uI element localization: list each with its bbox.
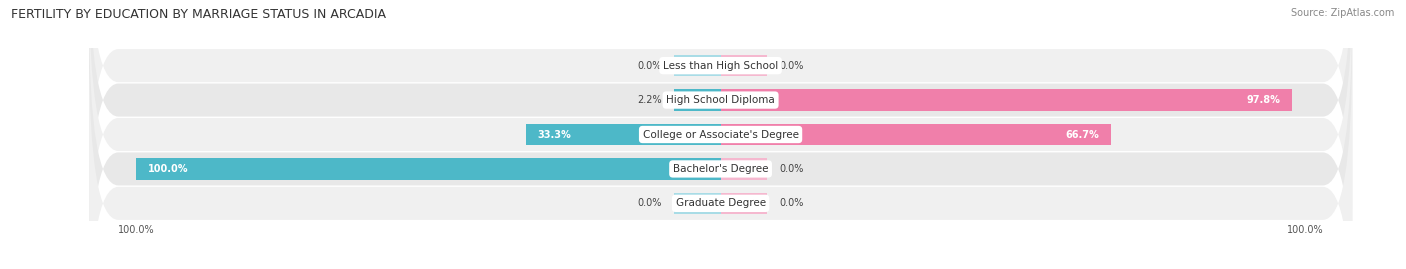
Bar xyxy=(673,193,721,214)
FancyBboxPatch shape xyxy=(89,48,1353,269)
FancyBboxPatch shape xyxy=(89,0,1353,269)
Bar xyxy=(526,124,721,145)
Bar xyxy=(721,55,768,76)
FancyBboxPatch shape xyxy=(89,0,1353,256)
Text: Source: ZipAtlas.com: Source: ZipAtlas.com xyxy=(1291,8,1395,18)
Text: 66.7%: 66.7% xyxy=(1066,129,1099,140)
Bar xyxy=(721,89,1292,111)
Text: College or Associate's Degree: College or Associate's Degree xyxy=(643,129,799,140)
Text: 0.0%: 0.0% xyxy=(638,198,662,208)
Text: Bachelor's Degree: Bachelor's Degree xyxy=(673,164,768,174)
Text: 0.0%: 0.0% xyxy=(779,61,803,71)
Text: FERTILITY BY EDUCATION BY MARRIAGE STATUS IN ARCADIA: FERTILITY BY EDUCATION BY MARRIAGE STATU… xyxy=(11,8,387,21)
Bar xyxy=(673,55,721,76)
Text: 0.0%: 0.0% xyxy=(638,61,662,71)
Text: Graduate Degree: Graduate Degree xyxy=(675,198,766,208)
Bar xyxy=(721,124,1111,145)
Text: 100.0%: 100.0% xyxy=(148,164,188,174)
Bar xyxy=(721,193,768,214)
Text: 0.0%: 0.0% xyxy=(779,164,803,174)
Bar xyxy=(136,158,721,180)
Text: High School Diploma: High School Diploma xyxy=(666,95,775,105)
Bar xyxy=(721,158,768,180)
Text: 0.0%: 0.0% xyxy=(779,198,803,208)
Text: 2.2%: 2.2% xyxy=(637,95,662,105)
FancyBboxPatch shape xyxy=(89,13,1353,269)
Text: 33.3%: 33.3% xyxy=(537,129,571,140)
Text: 97.8%: 97.8% xyxy=(1247,95,1281,105)
FancyBboxPatch shape xyxy=(89,0,1353,221)
Text: Less than High School: Less than High School xyxy=(664,61,778,71)
Bar xyxy=(673,89,721,111)
